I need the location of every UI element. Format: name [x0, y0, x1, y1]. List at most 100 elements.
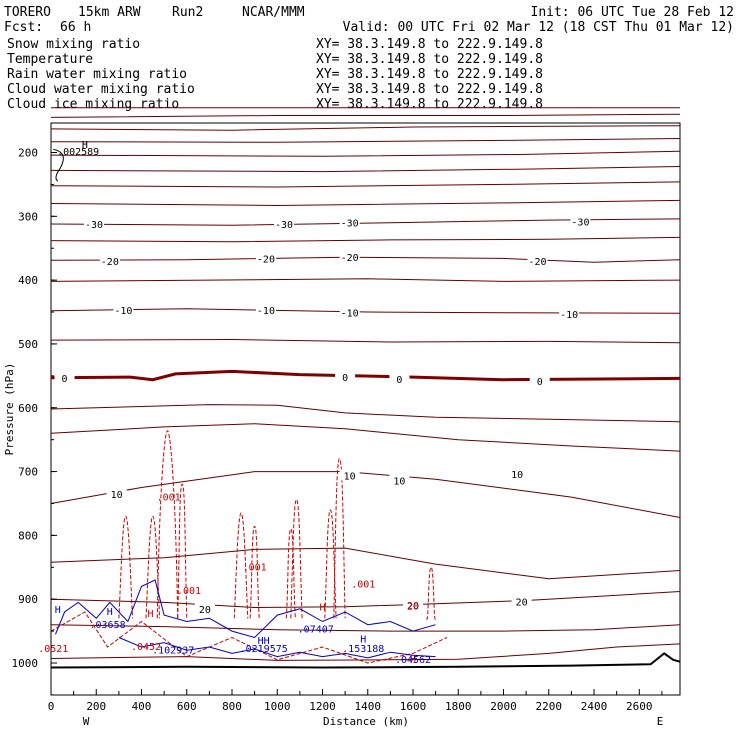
isotherm-label-bg [339, 306, 360, 318]
rain-label-7: H [148, 609, 154, 620]
isotherm-m05 [50, 338, 681, 344]
isotherm-label-bg [570, 215, 591, 227]
isotherm-label-4: -30 [571, 217, 589, 228]
rain-cell-3 [156, 430, 179, 619]
isotherm-label-bg [99, 254, 120, 266]
isotherm-label-bg [389, 474, 410, 486]
isotherm-label-16: 0 [537, 377, 543, 388]
rain-label-9: H [410, 654, 416, 665]
rain-cell-9 [324, 509, 337, 619]
legend-xy-4: XY= 38.3.149.8 to 222.9.149.8 [316, 82, 543, 97]
rain-label-4: .001 [351, 580, 375, 591]
x-tick-label-200: 200 [86, 700, 106, 713]
rain-cell-5 [233, 512, 249, 619]
legend-xy-1: XY= 38.3.149.8 to 222.9.149.8 [316, 37, 543, 52]
isotherm-t27 [50, 199, 681, 207]
isotherm-label-bg [403, 599, 424, 611]
isotherm-p20 [50, 591, 681, 609]
cloud-water-label-9: .153188 [342, 644, 384, 655]
valid-time: Valid: 00 UTC Fri 02 Mar 12 (18 CST Thu … [343, 20, 734, 35]
isotherm-label-13: 0 [62, 374, 68, 385]
rain-cell-7 [285, 528, 296, 619]
isotherm-label-bg [507, 468, 528, 480]
isotherm-label-bg [529, 374, 550, 386]
isotherm-label-7: -20 [341, 253, 359, 264]
rain-label-3: .001 [177, 586, 201, 597]
cloud-water-label-8: H [360, 635, 366, 646]
legend-xy-5: XY= 38.3.149.8 to 222.9.149.8 [316, 97, 543, 112]
y-tick-label-400: 400 [18, 274, 38, 287]
y-tick-label-900: 900 [18, 593, 38, 606]
cloud-water-contour-2 [118, 637, 436, 659]
legend-entry-1: Snow mixing ratio [7, 37, 140, 52]
isotherm-p22 [50, 624, 681, 632]
isotherm-label-bg [339, 251, 360, 263]
model-name: TORERO [4, 5, 51, 20]
isotherm-t24 [50, 150, 681, 157]
isotherm-label-bg [194, 602, 215, 614]
legend: Snow mixing ratio XY= 38.3.149.8 to 222.9… [7, 37, 543, 112]
isotherm-label-5: -20 [101, 257, 119, 268]
isotherm-label-bg [83, 217, 104, 229]
temperature-contours [50, 107, 681, 661]
rain-cell-8 [290, 499, 303, 619]
run-label: Run2 [172, 5, 203, 20]
rain-label-5: .0452 [131, 642, 161, 653]
isotherm-label-2: -30 [275, 220, 293, 231]
isotherm-label-bg [559, 307, 580, 319]
model-resolution: 15km ARW [78, 5, 141, 20]
contour-labels: -30 -30 -30 -30 -20 -20 -20 -20 -10 -10 -10 -10 0 0 0 0… [38, 140, 591, 666]
cloud-water-label-5: HH [258, 636, 270, 647]
y-tick-label-700: 700 [18, 466, 38, 479]
x-tick-label-1600: 1600 [400, 700, 427, 713]
isotherm-label-11: -10 [341, 309, 359, 320]
x-tick-label-1000: 1000 [264, 700, 291, 713]
isotherm-label-bg [527, 254, 548, 266]
x-axis-label: Distance (km) [323, 715, 409, 728]
cloud-water-label-6: .0219575 [240, 644, 288, 655]
rain-label-10: 20 [407, 601, 419, 612]
isotherm-label-22: 20 [407, 602, 419, 613]
cloud-water-contours [55, 579, 436, 659]
isotherm-label-8: -20 [528, 257, 546, 268]
isotherm-label-1: -30 [85, 220, 103, 231]
isotherm-label-bg [389, 373, 410, 385]
org-label: NCAR/MMM [242, 5, 305, 20]
east-endpoint: E [657, 715, 664, 728]
x-tick-label-2600: 2600 [626, 700, 653, 713]
isotherm-m25 [50, 236, 681, 243]
isotherm-label-20: 10 [511, 470, 523, 481]
isotherm-label-14: 0 [342, 373, 348, 384]
x-tick-label-2000: 2000 [490, 700, 517, 713]
rain-low-band [50, 611, 448, 664]
isotherm-label-bg [335, 371, 356, 383]
isotherm-label-bg [54, 371, 75, 383]
y-axis: 200 300 400 500 600 700 800 900 1000 [12, 147, 57, 696]
y-tick-label-1000: 1000 [12, 657, 39, 670]
isotherm-label-bg [113, 304, 134, 316]
isotherm-p05 [50, 404, 681, 423]
isotherm-t26 [50, 181, 681, 188]
isotherm-label-10: -10 [257, 306, 275, 317]
y-tick-label-600: 600 [18, 402, 38, 415]
x-tick-label-400: 400 [132, 700, 152, 713]
rain-label-8: H [319, 603, 325, 614]
legend-entry-4: Cloud water mixing ratio [7, 82, 195, 97]
isotherm-label-3: -30 [341, 219, 359, 230]
isotherm-label-23: 20 [516, 598, 528, 609]
isotherm-label-12: -10 [560, 310, 578, 321]
rain-cell-2 [145, 515, 161, 619]
isotherm-p25 [50, 643, 681, 661]
isotherm-t21 [50, 113, 681, 118]
y-tick-label-500: 500 [18, 338, 38, 351]
isotherm-label-bg [106, 487, 127, 499]
isotherm-label-21: 20 [199, 605, 211, 616]
isotherm-label-15: 0 [396, 375, 402, 386]
cloud-water-label-7: .07407 [298, 624, 334, 635]
isotherm-p15 [50, 547, 681, 580]
legend-xy-2: XY= 38.3.149.8 to 222.9.149.8 [316, 52, 543, 67]
rain-cell-4 [177, 483, 188, 619]
isotherm-m20 [50, 256, 681, 263]
west-endpoint: W [83, 715, 90, 728]
